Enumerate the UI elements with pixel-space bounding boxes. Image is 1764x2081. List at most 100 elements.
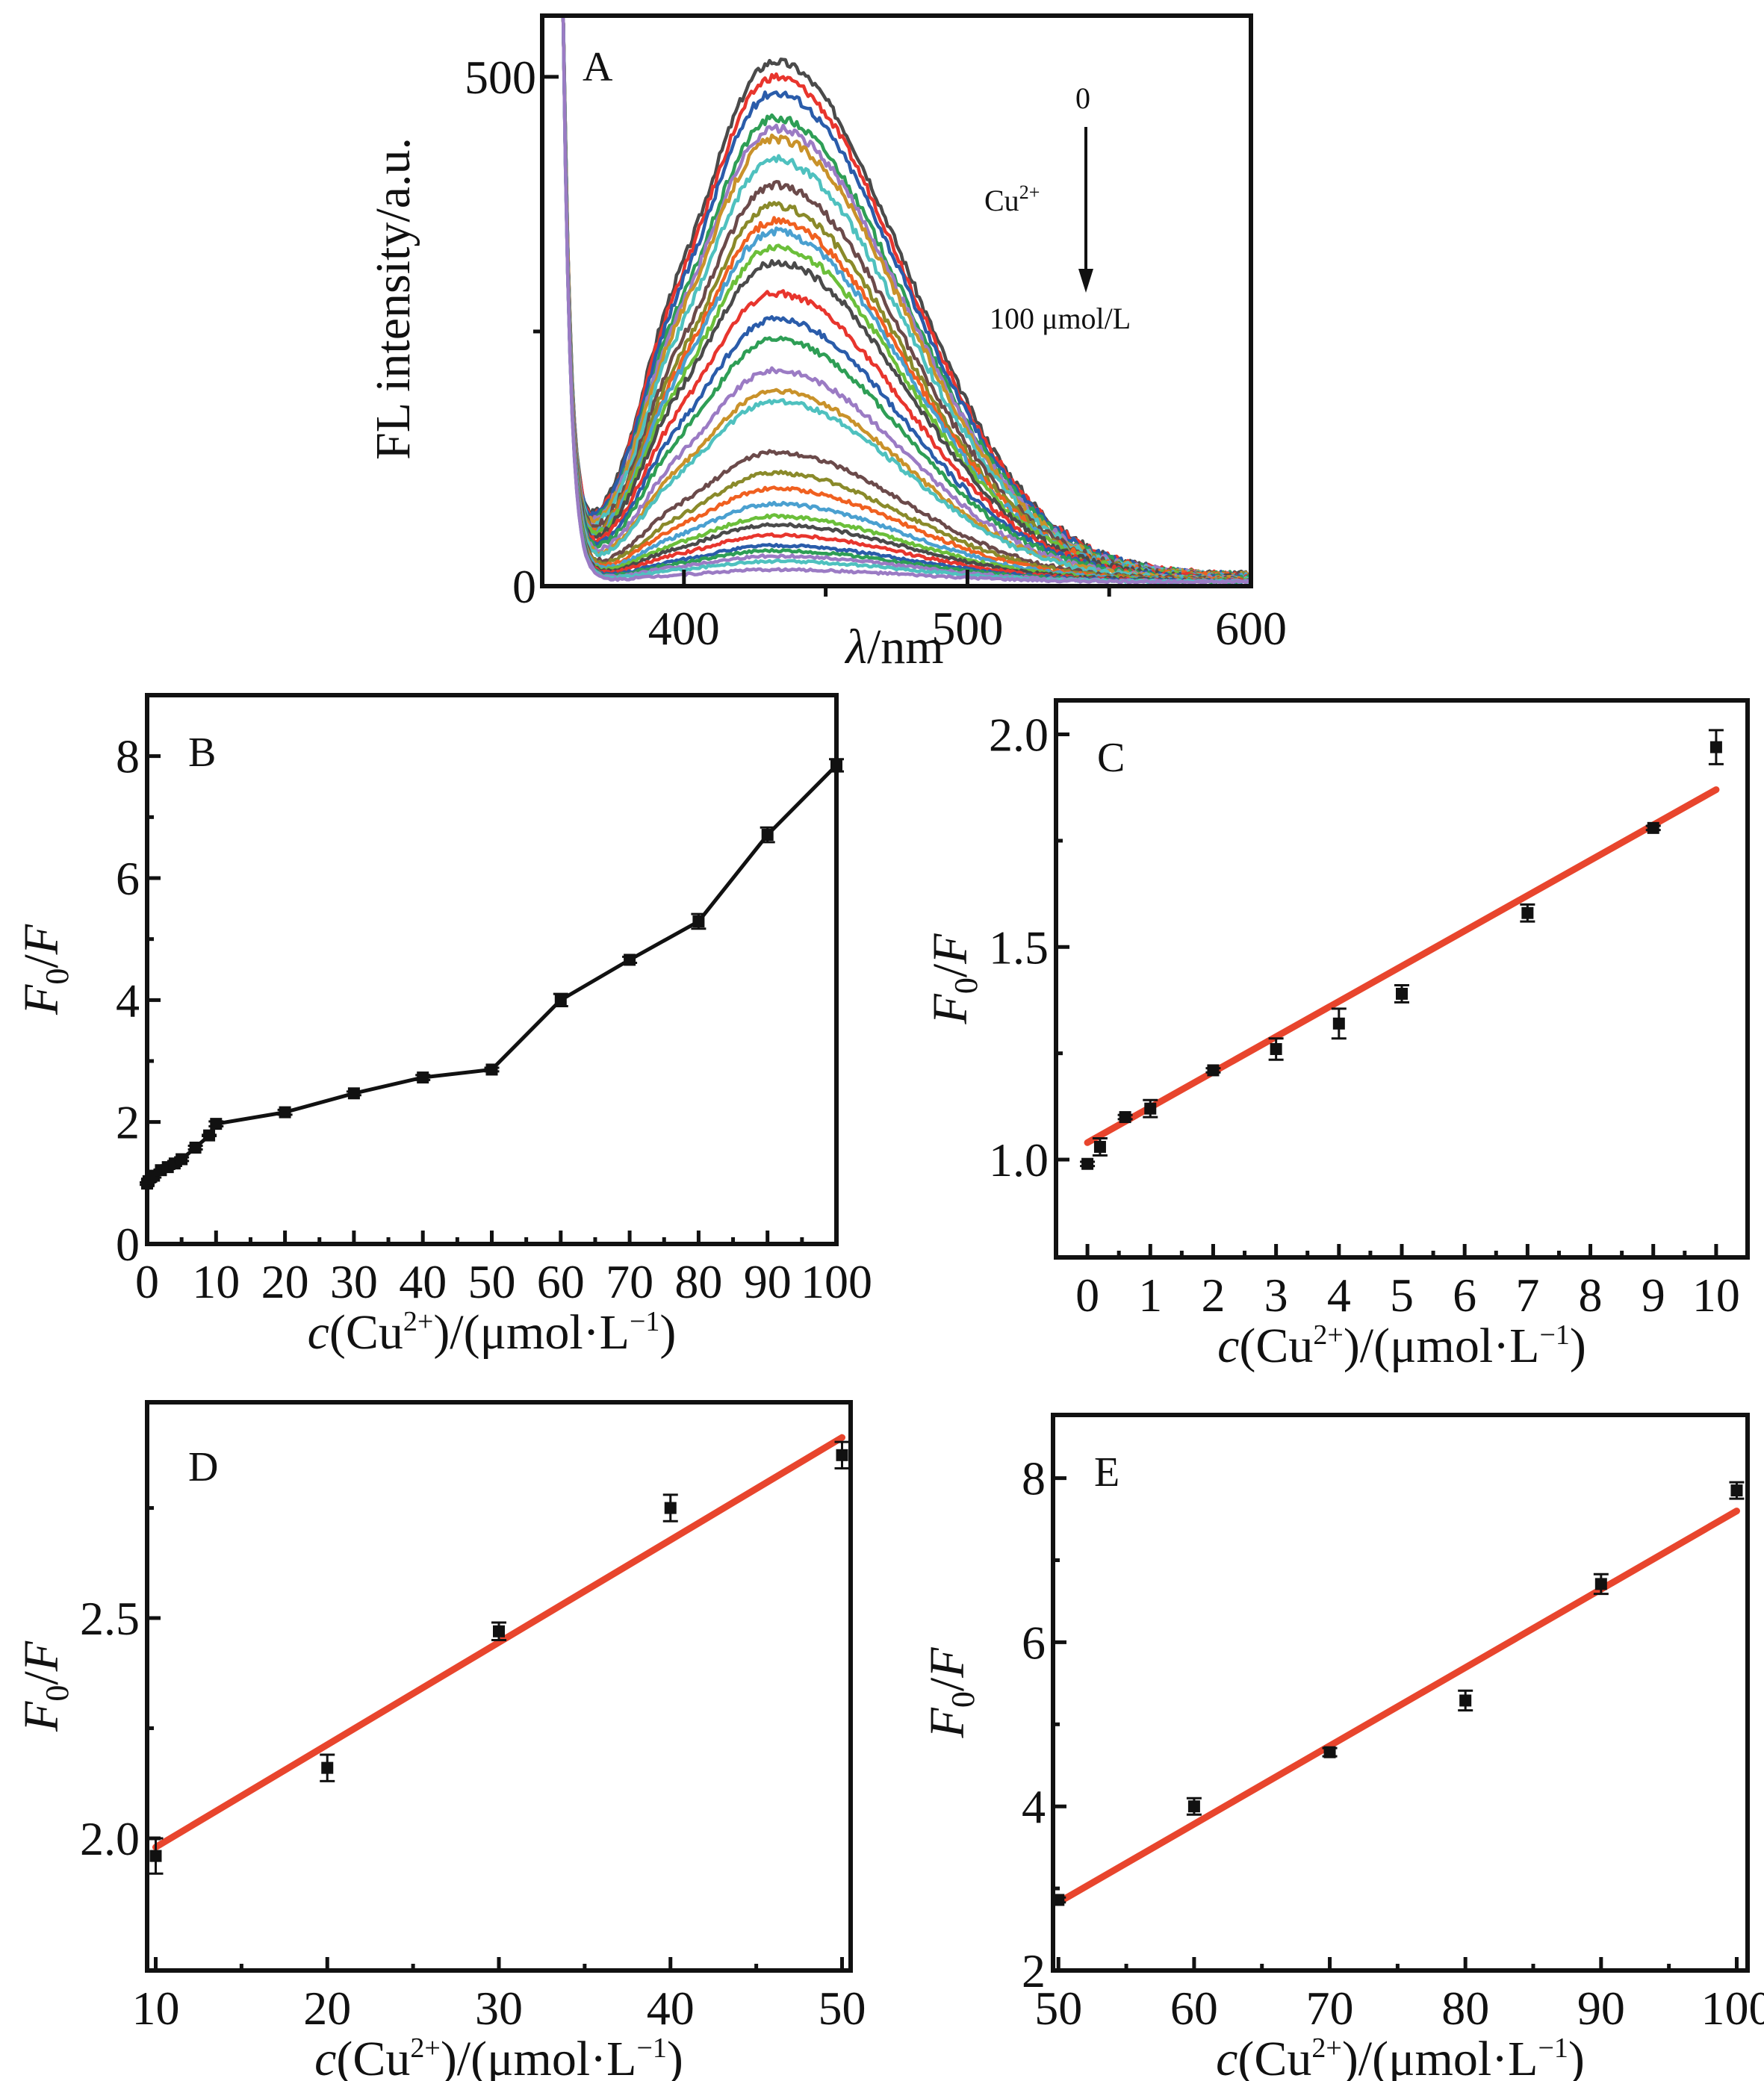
- c-x-tick-label: 9: [1642, 1269, 1665, 1322]
- c-x-title-part: (Cu: [1239, 1319, 1313, 1373]
- e-x-title-part: −1: [1538, 2032, 1568, 2064]
- a-spectrum-curve: [556, 13, 1251, 583]
- e-y-tick-label: 4: [1022, 1780, 1046, 1833]
- d-data-point: [836, 1449, 848, 1461]
- e-y-title-part: /: [920, 1677, 975, 1691]
- b-x-tick-label: 60: [537, 1255, 585, 1308]
- b-x-tick-label: 40: [399, 1255, 447, 1308]
- c-data-point: [1270, 1042, 1282, 1055]
- c-fit-line: [1084, 786, 1720, 1146]
- e-plot-frame: [1051, 1413, 1750, 1973]
- e-x-tick-label: 90: [1577, 1982, 1625, 2035]
- d-x-tick-label: 20: [303, 1982, 351, 2035]
- c-data-point: [1207, 1064, 1220, 1077]
- b-x-tick-label: 20: [261, 1255, 309, 1308]
- a-x-tick-label: 400: [648, 602, 720, 655]
- b-data-point: [485, 1063, 498, 1076]
- a-y-axis-title: FL intensity/a.u.: [366, 137, 420, 460]
- c-y-title-part: F: [923, 994, 978, 1025]
- e-y-title-part: 0: [945, 1691, 981, 1708]
- d-fit-line: [152, 1434, 846, 1851]
- a-annotation-end: 100 μmol/L: [990, 302, 1131, 335]
- a-y-tick-label: 500: [465, 51, 536, 104]
- d-x-tick-label: 30: [475, 1982, 523, 2035]
- a-x-axis-title-symbol: λ: [844, 620, 867, 674]
- b-x-tick-label: 0: [135, 1255, 159, 1308]
- c-panel-label: C: [1097, 735, 1125, 781]
- b-x-title-part: 2+: [403, 1306, 433, 1337]
- d-panel-label: D: [188, 1444, 218, 1490]
- e-x-tick-label: 50: [1034, 1982, 1082, 2035]
- d-x-title-part: 2+: [410, 2032, 440, 2064]
- d-y-title-part: 0: [39, 1685, 75, 1702]
- d-y-title-part: F: [14, 1701, 69, 1732]
- b-y-axis-title: F0/F: [14, 924, 75, 1015]
- panel-a: 400 500 600 0 500 A 0 Cu2+ 100 μmol/L FL int…: [366, 13, 1287, 674]
- c-x-tick-label: 1: [1138, 1269, 1162, 1322]
- a-spectra-group: [556, 13, 1252, 585]
- d-y-tick-label: 2.0: [80, 1812, 140, 1865]
- b-x-title-part: −1: [630, 1306, 659, 1337]
- c-x-tick-label: 2: [1201, 1269, 1225, 1322]
- b-y-tick-label: 0: [116, 1218, 140, 1271]
- b-x-axis-title: c(Cu2+)/(μmol·L−1): [308, 1305, 677, 1360]
- b-data-point: [761, 829, 774, 842]
- c-data-point: [1081, 1157, 1094, 1170]
- c-y-tick-label: 1.0: [989, 1133, 1049, 1186]
- e-data-point: [1323, 1746, 1336, 1758]
- e-x-title-part: ): [1568, 2032, 1585, 2081]
- e-y-title-part: F: [920, 1708, 975, 1739]
- d-x-axis-title: c(Cu2+)/(μmol·L−1): [314, 2032, 683, 2081]
- b-data-point: [176, 1153, 188, 1166]
- e-x-title-part: )/(μmol·L: [1342, 2032, 1538, 2081]
- e-x-tick-label: 100: [1701, 1982, 1764, 2035]
- b-data-point: [554, 994, 567, 1007]
- b-data-point: [203, 1129, 216, 1142]
- c-data-point: [1647, 821, 1659, 834]
- e-data-point: [1594, 1578, 1607, 1590]
- e-x-tick-label: 80: [1441, 1982, 1489, 2035]
- b-x-tick-label: 50: [468, 1255, 516, 1308]
- d-y-title-part: /: [14, 1671, 69, 1685]
- b-data-point: [210, 1118, 223, 1130]
- b-x-tick-label: 90: [744, 1255, 792, 1308]
- e-fit-line: [1055, 1508, 1740, 1906]
- e-y-title-part: F: [920, 1647, 975, 1679]
- b-y-tick-label: 6: [116, 852, 140, 905]
- e-x-title-part: (Cu: [1237, 2032, 1311, 2081]
- a-annotation-ion-base: Cu: [984, 184, 1019, 217]
- c-x-tick-label: 4: [1327, 1269, 1351, 1322]
- c-x-title-part: c: [1217, 1319, 1239, 1373]
- d-x-tick-label: 40: [647, 1982, 695, 2035]
- b-x-tick-label: 100: [801, 1255, 872, 1308]
- c-data-point: [1144, 1102, 1157, 1115]
- c-data-point: [1521, 906, 1534, 919]
- d-data-point: [321, 1761, 334, 1774]
- a-annotation-ion: Cu2+: [984, 181, 1040, 217]
- b-data-point: [347, 1087, 360, 1100]
- d-x-tick-label: 10: [131, 1982, 179, 2035]
- e-y-tick-label: 8: [1022, 1452, 1046, 1505]
- a-x-tick-label: 600: [1215, 602, 1287, 655]
- d-x-title-part: )/(μmol·L: [441, 2032, 637, 2081]
- b-y-title-part: /: [14, 954, 69, 968]
- b-x-tick-label: 10: [192, 1255, 240, 1308]
- d-data-point: [149, 1850, 162, 1862]
- c-y-title-part: 0: [948, 977, 984, 994]
- a-spectrum-curve: [556, 13, 1252, 585]
- e-x-axis-title: c(Cu2+)/(μmol·L−1): [1216, 2032, 1585, 2081]
- c-data-point: [1709, 741, 1722, 753]
- c-x-tick-label: 8: [1579, 1269, 1603, 1322]
- e-x-title-part: 2+: [1311, 2032, 1341, 2064]
- c-data-point: [1332, 1017, 1345, 1030]
- a-y-tick-label: 0: [512, 560, 536, 613]
- b-y-title-part: F: [14, 984, 69, 1015]
- a-x-axis-title-unit: /nm: [867, 620, 944, 674]
- b-y-tick-label: 4: [116, 974, 140, 1027]
- e-x-tick-label: 70: [1306, 1982, 1354, 2035]
- c-y-tick-label: 2.0: [989, 709, 1049, 762]
